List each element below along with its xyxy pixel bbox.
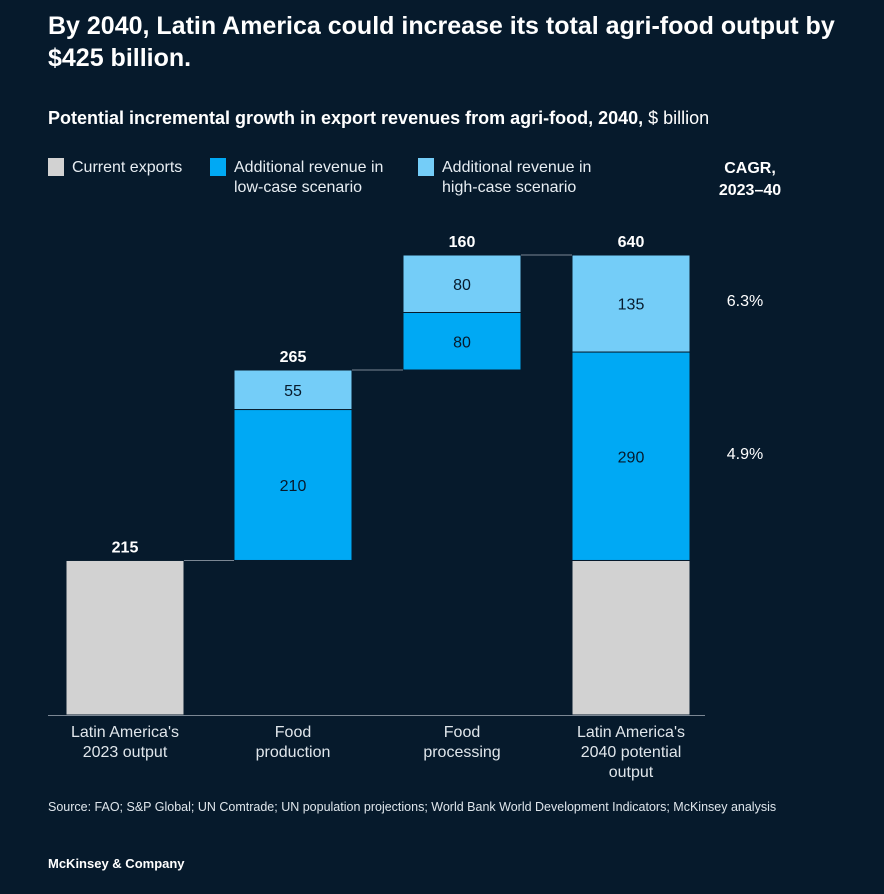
data-label: 135 <box>618 297 645 314</box>
data-label: 290 <box>618 449 645 466</box>
total-label: 640 <box>618 234 645 251</box>
legend-item-current: Current exports <box>48 158 212 178</box>
cagr-header-line: CAGR, <box>724 160 776 177</box>
subtitle-unit: $ billion <box>648 108 710 128</box>
legend-item-low: Additional revenue in low-case scenario <box>210 158 399 198</box>
bar-segment <box>571 254 691 353</box>
data-label: 210 <box>280 478 307 495</box>
category-label: 2023 output <box>83 744 168 761</box>
category-label: Food <box>444 724 480 741</box>
cagr-low: 4.9% <box>726 446 764 463</box>
total-label: 160 <box>449 234 476 251</box>
cagr-high: 6.3% <box>726 293 764 310</box>
total-label: 215 <box>112 539 139 556</box>
category-label: Latin America's <box>577 724 685 741</box>
legend-swatch <box>210 158 226 176</box>
bar-segment <box>233 409 353 561</box>
bar-segment <box>402 312 522 371</box>
legend-swatch <box>418 158 434 176</box>
chart-title: By 2040, Latin America could increase it… <box>48 12 835 72</box>
category-label: Food <box>275 724 311 741</box>
data-label: 80 <box>453 334 471 351</box>
category-label: Latin America's <box>71 724 179 741</box>
category-label: production <box>256 744 331 761</box>
total-label: 265 <box>280 349 307 366</box>
brand-logo: McKinsey & Company <box>48 856 185 871</box>
cagr-header-line: 2023–40 <box>718 182 782 199</box>
legend-label: Current exports <box>72 159 183 176</box>
bar-segment <box>65 559 185 716</box>
legend-label: Additional revenue in high-case scenario <box>442 159 592 196</box>
bar-segment <box>402 254 522 313</box>
bar-segment <box>571 559 691 716</box>
data-label: 55 <box>284 383 302 400</box>
cagr-header: CAGR, 2023–40 <box>700 158 800 202</box>
source-note: Source: FAO; S&P Global; UN Comtrade; UN… <box>48 800 777 814</box>
legend-label: Additional revenue in low-case scenario <box>234 159 384 196</box>
category-label: processing <box>423 744 500 761</box>
category-label: 2040 potential <box>581 744 682 761</box>
bar-segment <box>233 369 353 411</box>
data-label: 80 <box>453 277 471 294</box>
legend-swatch <box>48 158 64 176</box>
legend-item-high: Additional revenue in high-case scenario <box>418 158 607 198</box>
category-label: output <box>609 764 654 781</box>
chart-subtitle: Potential incremental growth in export r… <box>48 108 709 129</box>
subtitle-text: Potential incremental growth in export r… <box>48 108 644 128</box>
